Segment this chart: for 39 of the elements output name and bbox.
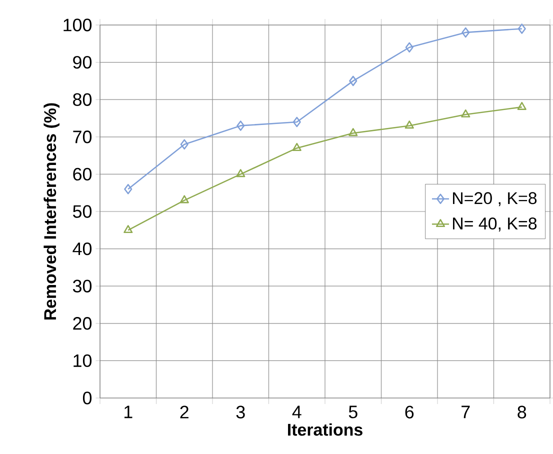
y-tick-label: 70 (73, 130, 92, 144)
point (517, 102, 526, 110)
y-tick-label: 10 (74, 354, 92, 368)
point (180, 195, 189, 204)
point (461, 109, 470, 118)
y-tick-label: 40 (72, 242, 92, 256)
point (404, 120, 414, 129)
x-tick-label: 6 (405, 406, 414, 418)
y-tick-label: 30 (72, 280, 92, 292)
point (180, 139, 188, 150)
x-tick-label: 4 (292, 406, 302, 418)
legend-label: N=20 , K=8 (453, 192, 537, 206)
y-tick-label: 90 (73, 56, 92, 69)
point (292, 142, 302, 151)
point (124, 225, 133, 234)
y-tick-label: 20 (73, 317, 92, 330)
x-tick-label: 1 (124, 406, 132, 418)
point (236, 120, 245, 131)
point (349, 76, 358, 86)
y-tick-label: 80 (73, 93, 92, 106)
x-tick-label: 3 (236, 406, 245, 418)
y-tick-label: 60 (73, 168, 92, 181)
point (518, 24, 526, 34)
y-tick-label: 50 (73, 205, 92, 218)
x-tick-label: 5 (348, 406, 358, 418)
x-tick-label: 7 (462, 406, 470, 418)
point (405, 42, 414, 53)
x-tick-label: 8 (518, 406, 526, 418)
y-tick-label: 100 (64, 18, 92, 32)
point (348, 128, 358, 136)
y-tick-label: 0 (82, 392, 92, 404)
x-tick-label: 2 (180, 406, 188, 418)
x-axis-title: Iterations (288, 423, 362, 436)
point (292, 116, 301, 128)
y-axis-title: Removed Interferences (%) (44, 103, 60, 320)
point (236, 169, 246, 178)
point (462, 27, 470, 38)
legend-label: N= 40, K=8 (453, 217, 537, 232)
point (124, 184, 132, 194)
